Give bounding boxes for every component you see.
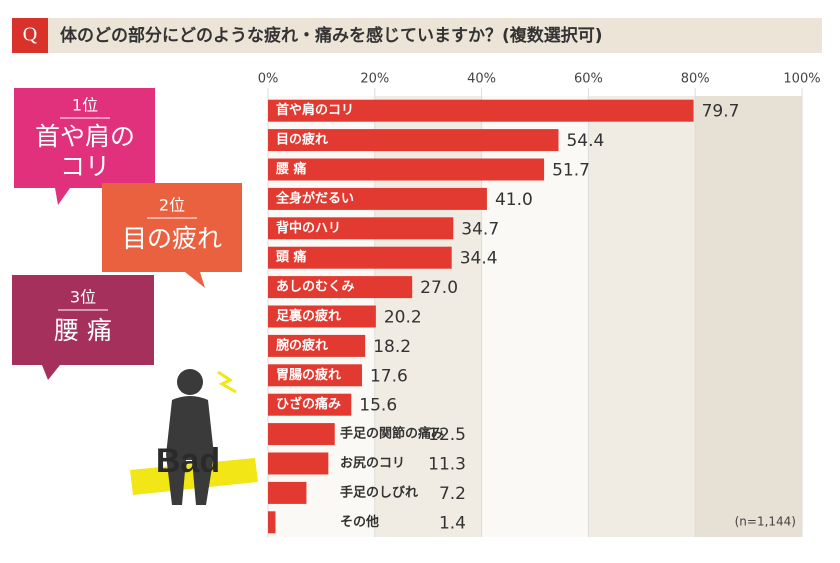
rank-box [102, 183, 242, 288]
value-label: 20.2 [384, 308, 422, 328]
category-label: 腕の疲れ [276, 337, 328, 353]
bar [268, 393, 352, 416]
bar [268, 158, 545, 181]
bad-label: Bad [156, 442, 220, 480]
rank-label: 3位 [70, 288, 96, 307]
band [695, 96, 802, 537]
value-label: 34.7 [461, 219, 499, 239]
value-label: 1.4 [439, 513, 466, 533]
q-badge: Q [23, 24, 38, 46]
value-label: 41.0 [495, 190, 533, 210]
body [166, 396, 214, 505]
value-label: 15.6 [359, 396, 397, 416]
note: (n=1,144) [735, 515, 796, 529]
bar [268, 481, 307, 504]
value-label: 51.7 [552, 161, 590, 181]
value-label: 27.0 [420, 278, 458, 298]
value-label: 17.6 [370, 366, 408, 386]
bar [268, 511, 276, 534]
bar [268, 364, 362, 387]
value-label: 79.7 [702, 102, 740, 122]
rank-2: 2位 目の疲れ [102, 183, 242, 288]
bar [268, 187, 487, 210]
category-label: 足裏の疲れ [276, 308, 341, 324]
pain-mark [217, 370, 237, 394]
bar [268, 423, 335, 446]
head [177, 369, 203, 395]
rank-text: 目の疲れ [122, 224, 222, 253]
bar [268, 129, 559, 152]
value-label: 34.4 [460, 249, 498, 269]
rank-box [14, 88, 155, 205]
x-tick-label: 0% [258, 72, 279, 87]
x-tick-label: 80% [681, 72, 710, 87]
category-label: 目の疲れ [276, 132, 328, 148]
band [588, 96, 696, 537]
category-label: 腰 痛 [275, 161, 307, 177]
category-label: ひざの痛み [276, 396, 341, 412]
rank-box [12, 275, 154, 380]
x-tick-label: 60% [574, 72, 603, 87]
x-tick-label: 20% [360, 72, 389, 87]
category-label: 全身がだるい [275, 190, 354, 206]
rank-text: コリ [60, 152, 110, 181]
bar [268, 334, 366, 357]
category-label: 胃腸の疲れ [276, 367, 341, 383]
rank-text: 腰 痛 [54, 316, 112, 345]
rank-label: 2位 [159, 196, 185, 215]
q-badge-bg [12, 18, 48, 53]
bar [268, 246, 452, 269]
bar [268, 452, 329, 475]
category-label: その他 [340, 514, 379, 530]
chart-title: 体のどの部分にどのような疲れ・痛みを感じていますか？(複数選択可) [60, 25, 603, 46]
bar [268, 276, 413, 299]
bad-illustration: Bad [130, 369, 258, 505]
value-label: 54.4 [566, 131, 604, 151]
category-label: 頭 痛 [276, 249, 307, 265]
value-label: 12.5 [428, 425, 466, 445]
rank-1: 1位 首や肩の コリ [14, 88, 155, 205]
category-label: 手足の関節の痛み [340, 426, 444, 442]
bar [268, 217, 454, 240]
category-label: あしのむくみ [276, 280, 355, 295]
rank-text: 首や肩の [35, 122, 135, 151]
title-bar [48, 18, 822, 53]
bar [268, 99, 694, 122]
x-tick-label: 100% [783, 72, 820, 87]
rank-3: 3位 腰 痛 [12, 275, 154, 380]
value-label: 18.2 [373, 337, 411, 357]
x-tick-label: 40% [467, 72, 496, 87]
bar [268, 305, 376, 328]
category-label: お尻のコリ [340, 456, 405, 471]
rank-label: 1位 [72, 96, 98, 115]
category-label: 背中のハリ [276, 220, 341, 236]
category-label: 首や肩のコリ [276, 102, 354, 118]
value-label: 11.3 [428, 455, 466, 475]
plot: 0% 20% 40% 60% 80% 100% 首や肩のコリ 79.7 目の疲れ 54.4 腰 痛 5… [258, 72, 821, 537]
category-label: 手足のしびれ [340, 484, 418, 500]
value-label: 7.2 [439, 484, 466, 504]
